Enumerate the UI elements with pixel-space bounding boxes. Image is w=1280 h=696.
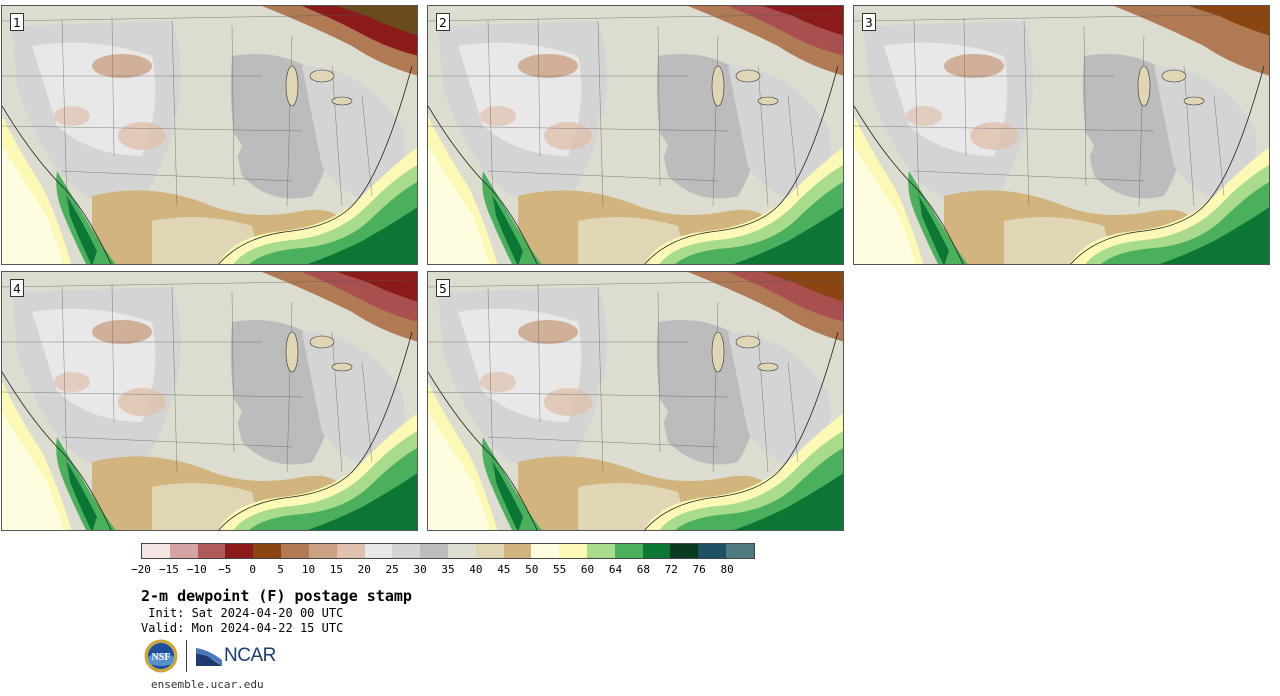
colorbar-tick-label: 10	[301, 563, 316, 576]
panel-number-label: 3	[862, 13, 876, 31]
colorbar-tick-label: 64	[608, 563, 623, 576]
colorbar-cell	[281, 544, 309, 558]
dewpoint-map	[2, 272, 417, 530]
colorbar-tick-label: 80	[720, 563, 734, 576]
map-panel-1: 1	[1, 5, 418, 265]
nsf-logo: NSF	[144, 639, 178, 673]
colorbar-cell	[475, 544, 504, 558]
colorbar-tick-label: 30	[413, 563, 427, 576]
init-time: Init: Sat 2024-04-20 00 UTC	[141, 606, 344, 620]
nsf-logo-text: NSF	[152, 652, 171, 663]
colorbar-tick-label: 0	[249, 563, 256, 576]
colorbar-tick-label: −10	[186, 563, 207, 576]
colorbar-cell	[447, 544, 476, 558]
colorbar-ticks: −20 −15 −10 −5 0 5 10 15 20 25 30 35 40 45 50 55 60 64 68 7…	[131, 563, 755, 577]
colorbar-tick-label: 35	[441, 563, 455, 576]
map-panel-4: 4	[1, 271, 418, 531]
valid-time: Valid: Mon 2024-04-22 15 UTC	[141, 621, 344, 635]
colorbar-tick-label: −15	[158, 563, 179, 576]
colorbar-cell	[503, 544, 532, 558]
logos: NSF NCAR	[144, 638, 276, 674]
colorbar-tick-label: 20	[357, 563, 371, 576]
colorbar-cell	[364, 544, 393, 558]
colorbar-tick-label: 76	[692, 563, 706, 576]
colorbar-cell	[197, 544, 226, 558]
colorbar-tick-label: 68	[636, 563, 650, 576]
colorbar-tick-label: 45	[497, 563, 511, 576]
dewpoint-map	[854, 6, 1269, 264]
site-url: ensemble.ucar.edu	[151, 678, 264, 691]
colorbar-tick-label: 15	[329, 563, 343, 576]
colorbar-cell	[559, 544, 587, 558]
colorbar-cell	[392, 544, 421, 558]
colorbar-tick-label: 5	[277, 563, 284, 576]
colorbar-tick-label: −20	[131, 563, 151, 576]
colorbar-cell	[670, 544, 699, 558]
logo-divider	[186, 640, 187, 672]
dewpoint-map	[2, 6, 417, 264]
colorbar-cell	[531, 544, 560, 558]
ncar-logo: NCAR	[196, 645, 276, 667]
colorbar-cell	[169, 544, 198, 558]
colorbar-tick-label: 40	[469, 563, 483, 576]
colorbar-cell	[420, 544, 448, 558]
page-title: 2-m dewpoint (F) postage stamp	[141, 587, 412, 605]
colorbar-cell	[614, 544, 643, 558]
map-panel-2: 2	[427, 5, 844, 265]
colorbar-cell	[642, 544, 671, 558]
panel-number-label: 1	[10, 13, 24, 31]
colorbar-tick-label: −5	[218, 563, 232, 576]
dewpoint-map	[428, 6, 843, 264]
colorbar	[141, 543, 755, 559]
colorbar-tick-label: 55	[553, 563, 567, 576]
panel-number-label: 2	[436, 13, 450, 31]
panel-number-label: 5	[436, 279, 450, 297]
colorbar-cell	[142, 544, 170, 558]
colorbar-tick-label: 72	[664, 563, 678, 576]
colorbar-cell	[587, 544, 615, 558]
colorbar-tick-label: 25	[385, 563, 399, 576]
colorbar-cell	[336, 544, 365, 558]
ncar-mark-icon	[196, 648, 222, 666]
colorbar-cell	[308, 544, 337, 558]
title-block: 2-m dewpoint (F) postage stamp Init: Sat…	[141, 587, 412, 635]
colorbar-cell	[698, 544, 727, 558]
ncar-logo-text: NCAR	[224, 645, 276, 666]
map-panel-3: 3	[853, 5, 1270, 265]
dewpoint-map	[428, 272, 843, 530]
colorbar-cell	[253, 544, 282, 558]
colorbar-tick-label: 60	[580, 563, 595, 576]
panel-number-label: 4	[10, 279, 24, 297]
colorbar-cell	[225, 544, 254, 558]
map-panel-5: 5	[427, 271, 844, 531]
colorbar-cell	[726, 544, 754, 558]
colorbar-tick-label: 50	[525, 563, 539, 576]
